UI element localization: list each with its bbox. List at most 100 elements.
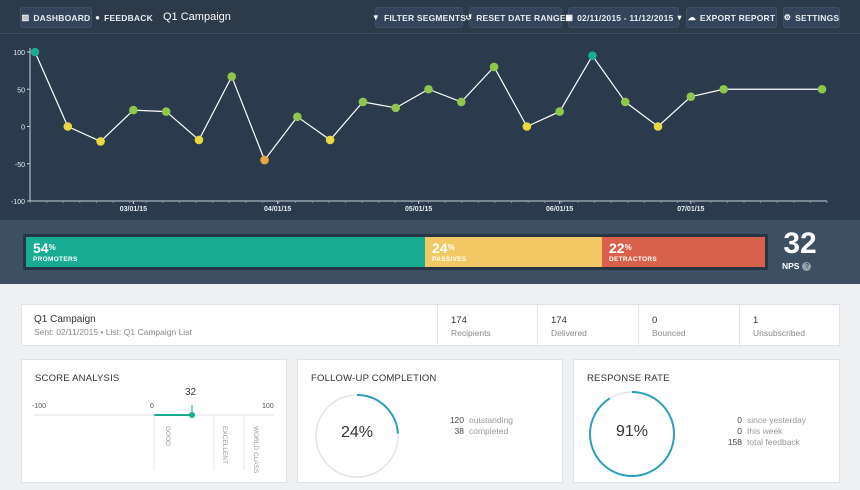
calendar-icon: ▦ (565, 13, 574, 22)
detractors-segment: 22% DETRACTORS (602, 237, 765, 267)
y-tick-label: -100 (11, 199, 25, 206)
data-point (489, 62, 499, 72)
top-toolbar: ▥ DASHBOARD ● FEEDBACK Q1 Campaign ▼ FIL… (0, 0, 860, 34)
stat-value: 174 (551, 315, 567, 326)
legend-row: 38 completed (434, 426, 513, 437)
legend-row: 120 outstanding (434, 415, 513, 426)
score-marker (189, 412, 195, 418)
follow-up-percent: 24% (340, 424, 374, 441)
date-range-dropdown[interactable]: ▦ 02/11/2015 - 11/12/2015 ▾ (565, 7, 681, 28)
passives-segment: 24% PASSIVES (425, 237, 602, 267)
passives-percent-sign: % (447, 243, 455, 252)
detractors-percent: 22 (609, 240, 625, 256)
response-percent: 91% (615, 423, 649, 440)
nps-trend-svg: 100 50 0 -50 -100 03/01/15 04/01/15 05/01/15 06/… (11, 47, 828, 213)
data-point (424, 84, 433, 94)
data-point (719, 84, 728, 94)
data-point (260, 155, 269, 165)
promoters-percent: 54 (33, 240, 49, 256)
stat-label: Bounced (652, 328, 686, 338)
filter-segments-button[interactable]: ▼ FILTER SEGMENTS (371, 7, 467, 28)
data-point (161, 107, 171, 116)
data-point (620, 97, 630, 107)
export-report-button[interactable]: ☁ EXPORT REPORT (686, 7, 777, 28)
score-analysis-title: SCORE ANALYSIS (35, 373, 120, 384)
benchmark-excellent: EXCELLENT (221, 426, 228, 464)
legend-label: total feedback (747, 437, 800, 447)
score-scale-svg: GOOD EXCELLENT WORLD CLASS (34, 405, 274, 474)
promoters-percent-sign: % (48, 243, 56, 252)
promoters-label: PROMOTERS (33, 256, 78, 263)
data-point (391, 103, 401, 113)
data-point (555, 107, 564, 116)
feedback-label: FEEDBACK (104, 12, 153, 23)
stat-delivered: 174 Delivered (537, 305, 638, 345)
follow-up-completion-card: FOLLOW-UP COMPLETION 24% 120 outstanding … (297, 359, 563, 483)
data-point (63, 122, 73, 131)
settings-button[interactable]: ⚙ SETTINGS (783, 7, 840, 28)
nps-label: NPS (782, 261, 800, 271)
y-tick-label: 100 (13, 50, 25, 57)
campaign-name: Q1 Campaign (34, 314, 96, 325)
follow-up-legend: 120 outstanding 38 completed (434, 415, 513, 437)
response-rate-title: RESPONSE RATE (587, 373, 670, 384)
x-tick-label: 06/01/15 (546, 206, 573, 213)
passives-label: PASSIVES (432, 256, 467, 263)
stat-value: 174 (451, 315, 467, 326)
detractors-label: DETRACTORS (609, 256, 658, 263)
campaign-summary-card: Q1 Campaign Sent: 02/11/2015 • List: Q1 … (21, 304, 840, 346)
nps-breakdown-band: 54% PROMOTERS 24% PASSIVES 22% DETRACTOR… (0, 220, 860, 284)
feedback-button[interactable]: ● FEEDBACK (95, 7, 153, 28)
export-label: EXPORT REPORT (699, 12, 776, 23)
legend-label: completed (469, 426, 509, 436)
stat-label: Unsubscribed (753, 328, 805, 338)
detractors-percent-sign: % (624, 243, 632, 252)
undo-icon: ↺ (465, 13, 473, 22)
reset-date-range-button[interactable]: ↺ RESET DATE RANGE (465, 7, 566, 28)
data-point (653, 122, 663, 131)
nps-distribution-bar: 54% PROMOTERS 24% PASSIVES 22% DETRACTOR… (23, 234, 768, 270)
stat-label: Recipients (451, 328, 491, 338)
legend-row: 158 total feedback (712, 437, 806, 448)
nps-score: 32 (783, 227, 817, 260)
reset-label: RESET DATE RANGE (476, 12, 566, 23)
settings-label: SETTINGS (795, 12, 840, 23)
data-point (96, 137, 105, 146)
x-tick-label: 04/01/15 (264, 206, 291, 213)
response-ring (589, 391, 675, 477)
y-tick-label: 50 (17, 87, 25, 94)
data-point (194, 135, 204, 145)
data-point (522, 122, 532, 131)
data-point (456, 97, 466, 107)
data-point (686, 92, 696, 101)
filter-icon: ▼ (371, 13, 380, 22)
campaign-sent-info: Sent: 02/11/2015 • List: Q1 Campaign Lis… (34, 327, 192, 337)
legend-value: 158 (727, 437, 742, 447)
promoters-segment: 54% PROMOTERS (26, 237, 425, 267)
data-point (293, 112, 302, 122)
stat-value: 1 (753, 315, 759, 326)
benchmark-world-class: WORLD CLASS (252, 426, 259, 474)
follow-up-title: FOLLOW-UP COMPLETION (311, 373, 437, 384)
nps-trend-chart: 100 50 0 -50 -100 03/01/15 04/01/15 05/01/15 06/… (0, 34, 860, 220)
speech-bubble-icon: ● (95, 13, 101, 22)
data-point (817, 84, 827, 94)
scale-zero-label: 0 (150, 403, 154, 410)
stat-label: Delivered (551, 328, 587, 338)
dashboard-label: DASHBOARD (33, 12, 91, 23)
benchmark-good: GOOD (164, 426, 171, 446)
ring-progress (589, 391, 675, 477)
score-analysis-card: SCORE ANALYSIS -100 0 100 32 GOOD EXCELL… (21, 359, 287, 483)
dashboard-button[interactable]: ▥ DASHBOARD (20, 7, 92, 28)
stat-recipients: 174 Recipients (437, 305, 537, 345)
follow-up-ring (315, 394, 399, 478)
legend-row: 0 since yesterday (712, 415, 806, 426)
date-range-value: 02/11/2015 - 11/12/2015 (577, 12, 674, 23)
help-icon[interactable]: ? (802, 261, 812, 271)
data-point (588, 51, 597, 61)
scale-min-label: -100 (32, 403, 47, 410)
legend-value: 38 (454, 426, 464, 436)
gear-icon: ⚙ (783, 13, 792, 22)
legend-value: 0 (737, 426, 742, 436)
filter-label: FILTER SEGMENTS (383, 12, 467, 23)
